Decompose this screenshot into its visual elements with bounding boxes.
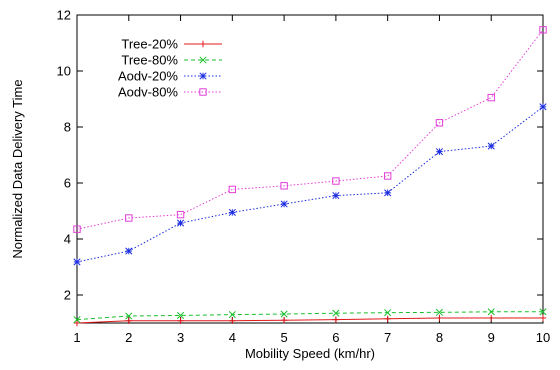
- data-point: [73, 316, 81, 324]
- y-tick-label: 10: [57, 64, 71, 79]
- data-point: [488, 314, 495, 322]
- y-tick-label: 4: [64, 232, 71, 247]
- data-point: [436, 314, 443, 322]
- plot-border: [76, 14, 544, 324]
- series-layer: [73, 26, 547, 327]
- data-point: [176, 210, 185, 219]
- legend-marker: [199, 40, 207, 48]
- data-point: [487, 142, 495, 150]
- data-point: [384, 189, 392, 197]
- x-tick-label: 10: [536, 330, 550, 345]
- x-axis-title: Mobility Speed (km/hr): [245, 346, 375, 361]
- series-line: [76, 29, 544, 230]
- plot-frame: [76, 14, 544, 324]
- x-tick-label: 5: [280, 330, 287, 345]
- legend-item: Aodv-20%: [118, 69, 222, 84]
- data-point: [125, 312, 133, 320]
- x-tick-label: 2: [125, 330, 132, 345]
- data-point: [125, 247, 133, 255]
- y-axis-title: Normalized Data Delivery Time: [10, 79, 25, 258]
- data-point: [435, 119, 444, 127]
- legend-item: Aodv-80%: [118, 85, 222, 100]
- legend-item: Tree-20%: [121, 37, 222, 52]
- series-tree-20-: [73, 314, 547, 327]
- y-tick-label: 2: [64, 288, 71, 303]
- series-line: [76, 317, 543, 324]
- y-tick-label: 12: [57, 8, 71, 23]
- data-point: [280, 310, 288, 318]
- legend-marker: [199, 88, 207, 96]
- y-axis: 2 4 6 8 10 12: [57, 8, 543, 303]
- legend-marker: [199, 56, 207, 64]
- data-point: [280, 200, 288, 208]
- data-point: [73, 258, 81, 266]
- data-point: [73, 225, 81, 233]
- data-point: [539, 26, 547, 34]
- data-point: [280, 317, 288, 324]
- x-tick-label: 9: [488, 330, 495, 345]
- legend-item: Tree-80%: [121, 53, 222, 68]
- legend-label: Aodv-80%: [118, 85, 178, 100]
- y-tick-label: 6: [64, 176, 71, 191]
- series-line: [76, 311, 543, 321]
- data-point: [487, 93, 495, 102]
- series-line: [76, 106, 544, 263]
- data-point: [73, 319, 81, 327]
- data-point: [332, 309, 340, 317]
- data-point: [383, 172, 392, 180]
- legend-marker: [199, 72, 207, 80]
- legend-label: Tree-20%: [121, 37, 178, 52]
- data-point: [539, 103, 547, 111]
- data-point: [332, 192, 340, 200]
- y-tick-label: 8: [64, 120, 71, 135]
- legend: Tree-20%Tree-80%Aodv-20%Aodv-80%: [118, 37, 222, 100]
- data-point: [280, 182, 288, 190]
- data-point: [435, 148, 443, 156]
- x-tick-label: 6: [332, 330, 339, 345]
- data-point: [229, 317, 236, 324]
- data-point: [125, 317, 132, 324]
- data-point: [177, 311, 185, 319]
- data-point: [228, 185, 237, 194]
- data-point: [332, 177, 340, 185]
- legend-label: Tree-80%: [121, 53, 178, 68]
- data-point: [332, 316, 340, 323]
- data-point: [177, 317, 184, 324]
- data-point: [435, 308, 443, 316]
- x-tick-label: 8: [436, 330, 443, 345]
- series-aodv-20-: [73, 103, 547, 266]
- data-point: [125, 214, 133, 222]
- data-point: [228, 311, 236, 319]
- data-point: [539, 308, 547, 316]
- data-point: [384, 315, 391, 322]
- data-point: [487, 308, 495, 316]
- x-tick-label: 3: [177, 330, 184, 345]
- x-tick-label: 1: [73, 330, 80, 345]
- x-tick-label: 7: [384, 330, 391, 345]
- legend-label: Aodv-20%: [118, 69, 178, 84]
- series-aodv-80-: [73, 26, 547, 233]
- x-tick-label: 4: [229, 330, 236, 345]
- data-point: [539, 314, 547, 322]
- data-point: [228, 208, 236, 216]
- series-tree-80-: [73, 308, 547, 324]
- data-point: [384, 309, 392, 317]
- data-point: [177, 219, 185, 227]
